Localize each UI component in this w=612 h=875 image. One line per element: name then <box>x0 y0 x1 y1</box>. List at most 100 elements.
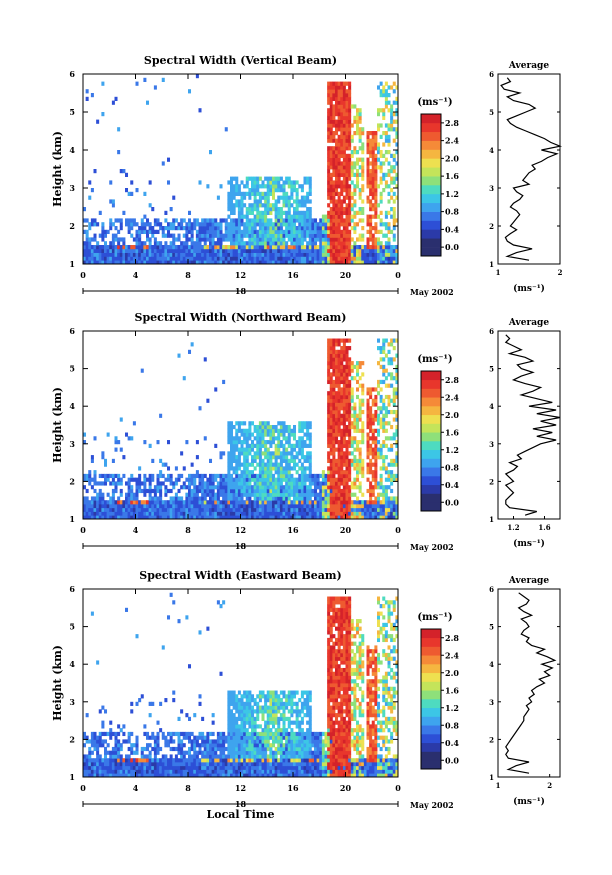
heatmap-cell <box>340 432 344 437</box>
heatmap-cell <box>248 256 252 261</box>
heatmap-cell <box>153 735 157 740</box>
heatmap-cell <box>356 443 360 448</box>
heatmap-cell <box>300 218 304 223</box>
heatmap-cell <box>90 773 94 778</box>
heatmap-cell <box>122 724 126 729</box>
heatmap-cell <box>363 245 367 250</box>
heatmap-cell <box>114 743 118 748</box>
heatmap-cell <box>298 184 302 189</box>
heatmap-cell <box>319 233 323 238</box>
heatmap-cell <box>342 432 346 437</box>
heatmap-cell <box>295 203 299 208</box>
heatmap-cell <box>303 252 307 257</box>
heatmap-cell <box>117 252 121 257</box>
heatmap-cell <box>90 735 94 740</box>
heatmap-cell <box>83 765 87 770</box>
heatmap-cell <box>366 176 370 181</box>
heatmap-cell <box>230 515 234 520</box>
heatmap-cell <box>390 176 394 181</box>
heatmap-cell <box>332 248 336 253</box>
heatmap-cell <box>337 349 341 354</box>
heatmap-cell <box>101 511 105 516</box>
heatmap-cell <box>143 724 147 729</box>
heatmap-cell <box>230 237 234 242</box>
heatmap-cell <box>227 428 231 433</box>
heatmap-cell <box>377 127 381 132</box>
heatmap-cell <box>366 131 370 136</box>
heatmap-cell <box>83 432 87 437</box>
heatmap-cell <box>345 248 349 253</box>
heatmap-cell <box>332 119 336 124</box>
heatmap-cell <box>269 443 273 448</box>
heatmap-cell <box>390 357 394 362</box>
heatmap-cell <box>125 222 129 227</box>
heatmap-cell <box>345 153 349 158</box>
heatmap-cell <box>335 127 339 132</box>
heatmap-cell <box>235 191 239 196</box>
heatmap-cell <box>314 252 318 257</box>
heatmap-cell <box>96 754 100 759</box>
heatmap-cell <box>308 210 312 215</box>
heatmap-cell <box>337 507 341 512</box>
heatmap-cell <box>335 138 339 143</box>
heatmap-cell <box>274 466 278 471</box>
heatmap-cell <box>127 248 131 253</box>
heatmap-cell <box>216 485 220 490</box>
heatmap-cell <box>117 127 121 132</box>
heatmap-cell <box>374 436 378 441</box>
heatmap-cell <box>209 233 213 238</box>
heatmap-cell <box>109 765 113 770</box>
heatmap-cell <box>230 492 234 497</box>
heatmap-cell <box>327 188 331 193</box>
heatmap-cell <box>214 218 218 223</box>
heatmap-cell <box>337 379 341 385</box>
heatmap-cell <box>159 511 163 516</box>
heatmap-cell <box>101 761 105 767</box>
heatmap-cell <box>153 260 157 265</box>
heatmap-cell <box>361 432 365 437</box>
heatmap-cell <box>143 492 147 497</box>
heatmap-cell <box>93 773 97 778</box>
colorbar-segment <box>421 379 441 389</box>
heatmap-cell <box>382 421 386 426</box>
heatmap-cell <box>201 492 205 497</box>
heatmap-cell <box>384 157 388 162</box>
heatmap-cell <box>93 507 97 512</box>
heatmap-cell <box>172 252 176 257</box>
heatmap-cell <box>366 451 370 456</box>
heatmap-cell <box>209 503 213 509</box>
x-tick-label: 20 <box>340 525 352 535</box>
heatmap-cell <box>164 769 168 774</box>
heatmap-cell <box>350 260 354 265</box>
heatmap-cell <box>361 473 365 479</box>
heatmap-cell <box>109 761 113 767</box>
heatmap-cell <box>188 256 192 261</box>
heatmap-cell <box>266 515 270 520</box>
heatmap-cell <box>117 765 121 770</box>
heatmap-cell <box>335 241 339 246</box>
heatmap-cell <box>219 511 223 516</box>
heatmap-cell <box>395 119 399 124</box>
heatmap-cell <box>172 500 176 505</box>
heatmap-cell <box>151 735 155 740</box>
heatmap-cell <box>274 248 278 253</box>
heatmap-cell <box>353 214 357 219</box>
heatmap-cell <box>146 735 150 740</box>
heatmap-cell <box>316 481 320 486</box>
heatmap-cell <box>332 372 336 377</box>
heatmap-cell <box>279 256 283 261</box>
heatmap-cell <box>369 462 373 467</box>
heatmap-cell <box>335 210 339 215</box>
heatmap-cell <box>148 252 152 257</box>
heatmap-cell <box>342 413 346 418</box>
heatmap-cell <box>382 466 386 471</box>
heatmap-cell <box>340 150 344 155</box>
heatmap-cell <box>266 248 270 253</box>
heatmap-cell <box>366 440 370 445</box>
heatmap-cell <box>295 507 299 512</box>
heatmap-cell <box>340 115 344 120</box>
heatmap-cell <box>177 503 181 509</box>
heatmap-cell <box>329 413 333 418</box>
heatmap-cell <box>345 455 349 460</box>
heatmap-cell <box>303 492 307 497</box>
